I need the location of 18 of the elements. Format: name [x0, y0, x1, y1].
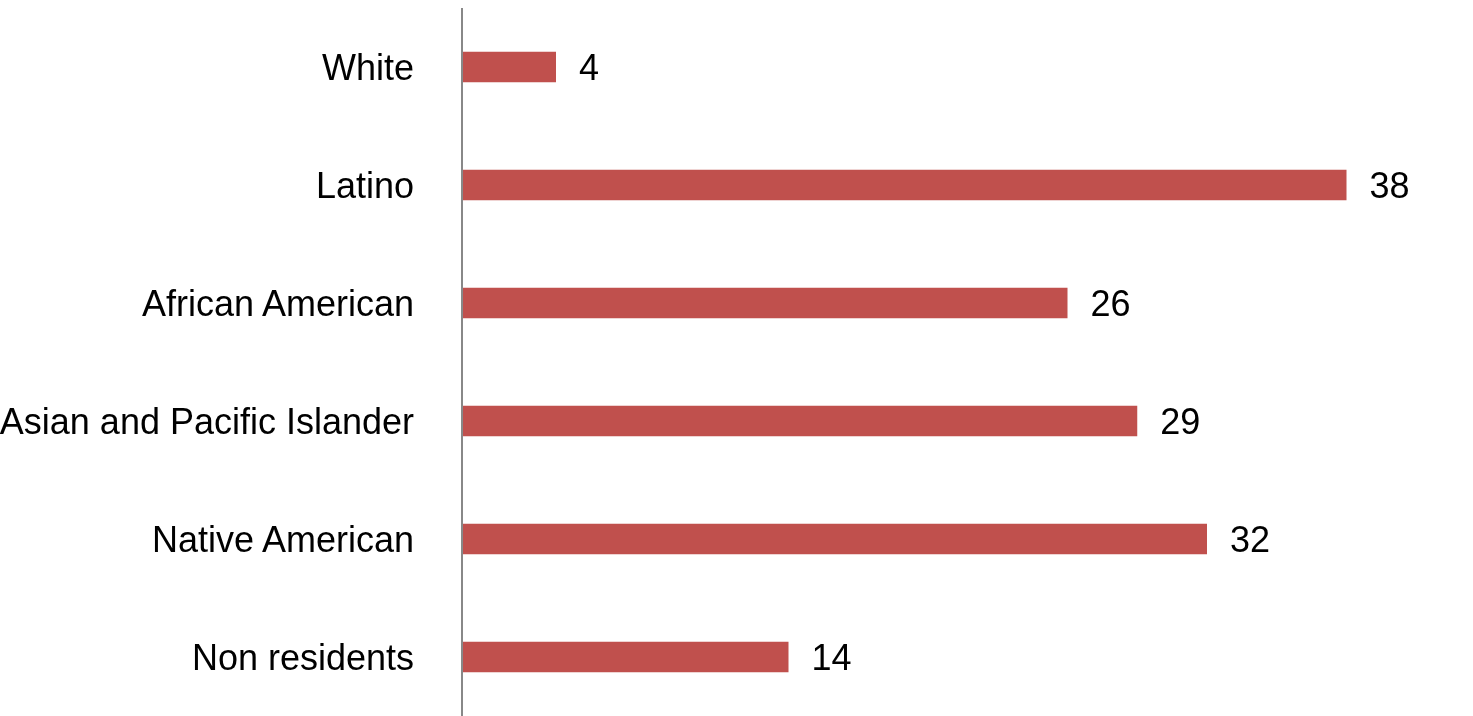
data-label: 38 [1349, 164, 1410, 206]
data-label: 29 [1140, 400, 1201, 442]
y-tick-label: Native American [151, 518, 415, 560]
y-tick-label: Asian and Pacific Islander [0, 400, 415, 442]
data-label: 14 [791, 636, 852, 678]
bar [463, 641, 789, 673]
y-tick-label: Latino [315, 164, 415, 206]
data-label: 4 [559, 46, 600, 88]
bar [463, 169, 1347, 201]
bar [463, 51, 556, 83]
y-tick-label: White [322, 46, 415, 88]
bar [463, 405, 1138, 437]
bar [463, 287, 1068, 319]
bar [463, 523, 1207, 555]
y-tick-label: Non residents [191, 636, 415, 678]
data-label: 26 [1070, 282, 1131, 324]
y-tick-label: African American [141, 282, 415, 324]
data-label: 32 [1210, 518, 1271, 560]
